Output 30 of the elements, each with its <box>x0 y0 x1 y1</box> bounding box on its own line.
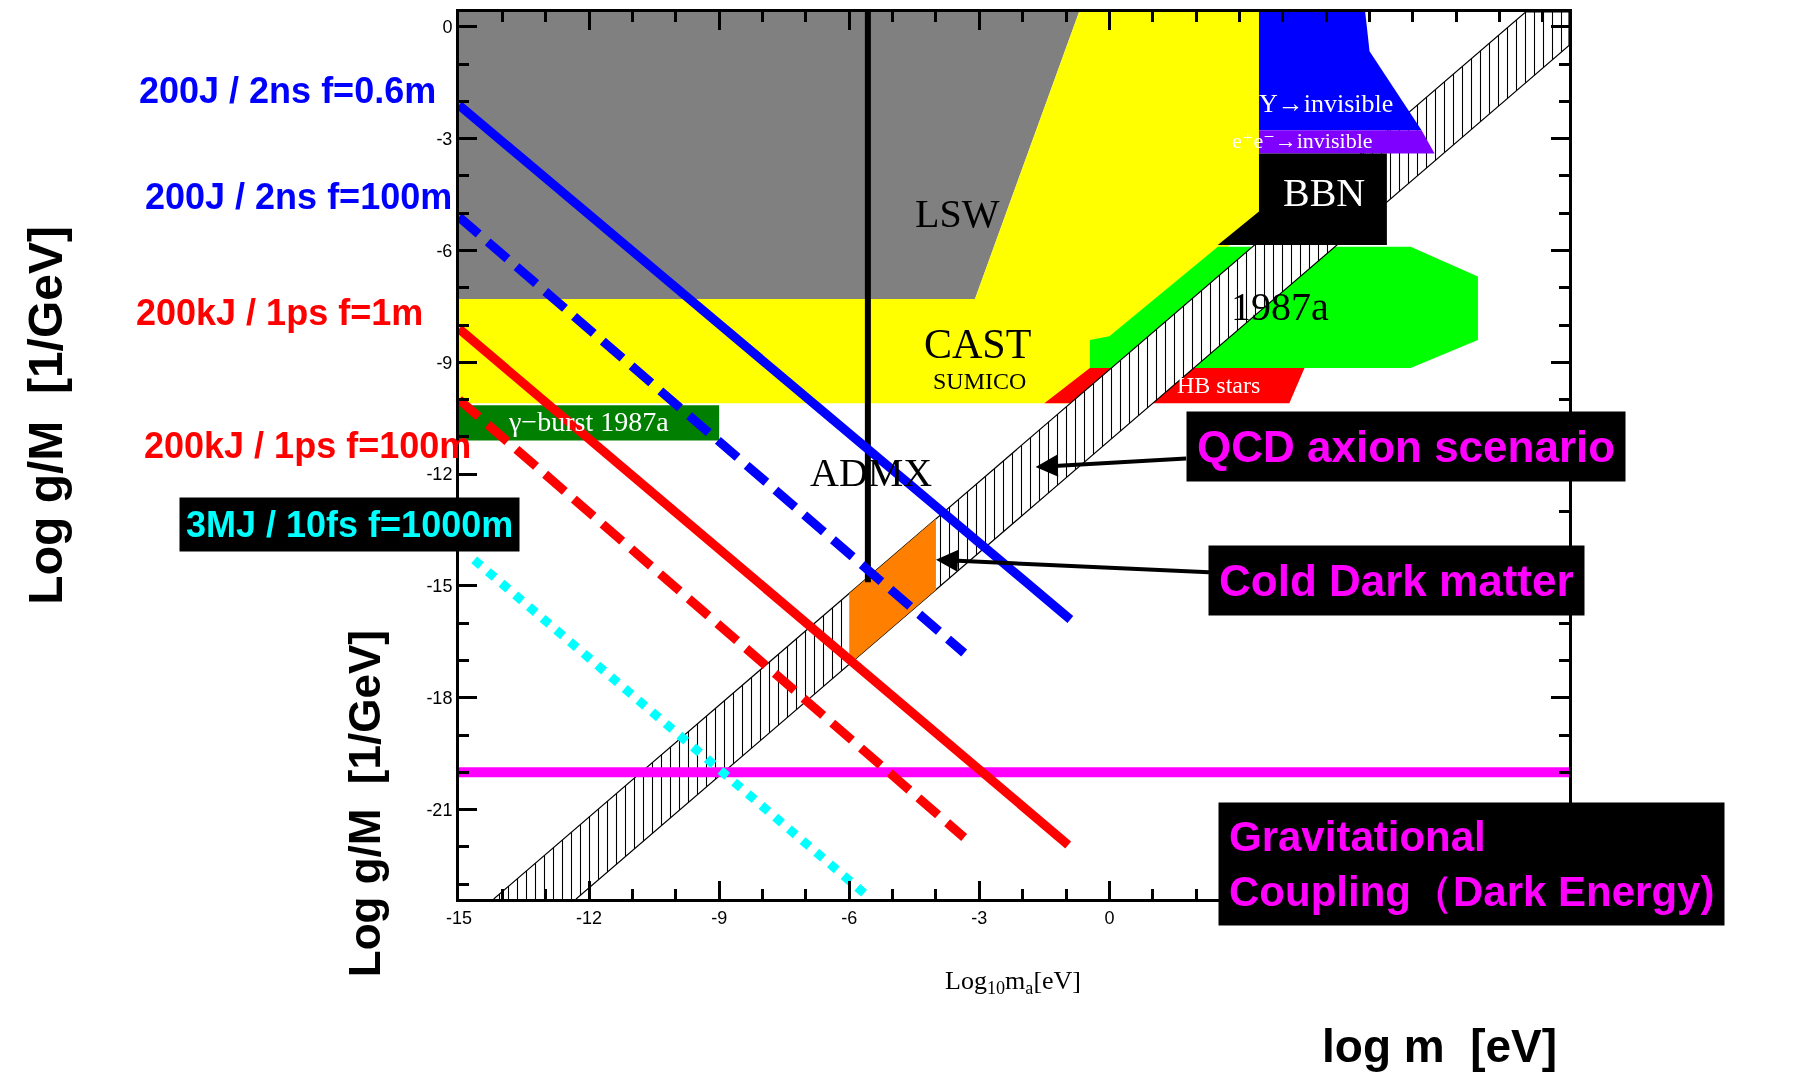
annotation: Υ→invisible <box>1259 89 1394 118</box>
series-label: 200J / 2ns f=0.6m <box>139 70 437 111</box>
x-tick-label: -3 <box>971 907 988 928</box>
y-tick-label: -15 <box>426 576 453 597</box>
y-tick-label: -18 <box>426 688 453 709</box>
y-tick-label: -12 <box>426 464 453 485</box>
text: Log g/M [1/GeV] <box>19 226 73 605</box>
y-axis-title: Log g/M [1/GeV] <box>339 630 389 978</box>
x-axis-title: Log$_{10}$m$_{a}$[eV] <box>945 966 1082 999</box>
series-label: 200kJ / 1ps f=1m <box>136 292 424 333</box>
y-tick-label: -21 <box>426 799 453 820</box>
annotation: QCD axion scenario <box>1197 422 1616 471</box>
y-tick-label: -9 <box>436 352 453 373</box>
annotation: CAST <box>924 321 1032 367</box>
x-tick-label: -9 <box>711 907 728 928</box>
annotation: Gravitational Coupling（Dark Energy) <box>1229 813 1715 915</box>
x-tick-label: 0 <box>1104 907 1115 928</box>
series-label: 200J / 2ns f=100m <box>145 176 453 217</box>
annotation: BBN <box>1283 170 1366 215</box>
series-label: 3MJ / 10fs f=1000m <box>186 504 514 545</box>
annotation: LSW <box>915 191 1000 236</box>
x-tick-label: -6 <box>841 907 858 928</box>
x-tick-label: -12 <box>576 907 603 928</box>
text: log m [eV] <box>1322 1020 1558 1072</box>
annotation: Cold Dark matter <box>1219 556 1574 605</box>
y-tick-label: -6 <box>436 240 453 261</box>
y-tick-label: -3 <box>436 129 453 150</box>
annotation: SUMICO <box>933 368 1027 394</box>
y-tick-label: 0 <box>442 17 453 38</box>
annotation: HB stars <box>1177 372 1261 398</box>
